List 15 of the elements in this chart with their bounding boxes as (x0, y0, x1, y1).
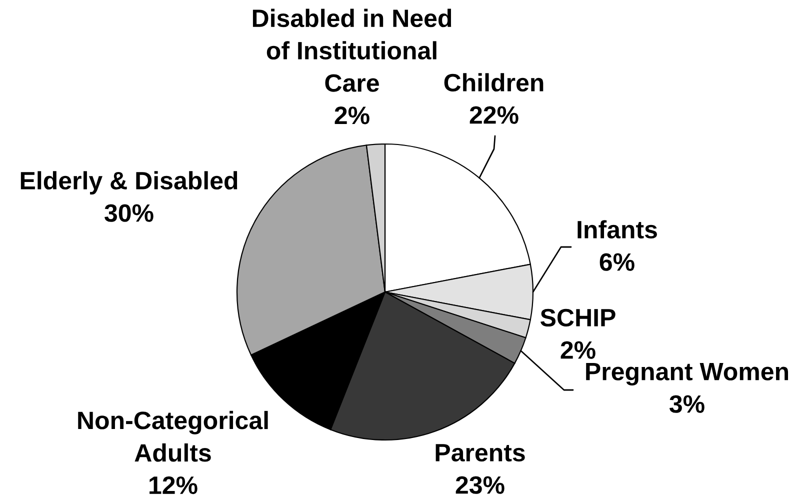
slice-label: SCHIP (540, 308, 616, 327)
slice-label: Children (444, 73, 544, 92)
data-label: 2% (560, 341, 596, 359)
data-label: 30% (104, 204, 154, 222)
data-label: 22% (470, 106, 518, 124)
slice-label: Parents (436, 444, 525, 462)
data-label: 2% (334, 106, 370, 124)
slice-label: Elderly & Disabled (20, 171, 238, 194)
data-label: 3% (670, 395, 704, 413)
data-label: 23% (456, 476, 504, 494)
data-label: 12% (150, 476, 198, 494)
slice-label: Pregnant Women (586, 362, 788, 386)
slice-label: Infants (578, 220, 657, 239)
data-label: 6% (600, 253, 634, 271)
slice-label: Non-Categorical Adults (78, 410, 268, 462)
